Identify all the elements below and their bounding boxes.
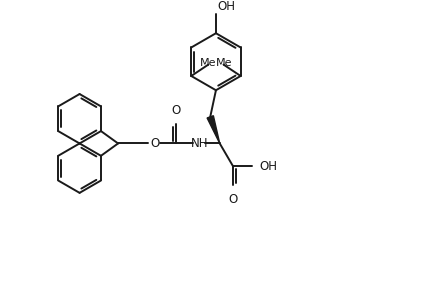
Text: Me: Me xyxy=(199,58,216,68)
Text: NH: NH xyxy=(191,137,208,150)
Text: Me: Me xyxy=(216,58,233,68)
Text: O: O xyxy=(172,104,181,117)
Text: OH: OH xyxy=(260,160,278,173)
Polygon shape xyxy=(207,116,220,143)
Text: O: O xyxy=(228,193,238,206)
Text: OH: OH xyxy=(218,0,236,13)
Text: O: O xyxy=(151,137,160,150)
